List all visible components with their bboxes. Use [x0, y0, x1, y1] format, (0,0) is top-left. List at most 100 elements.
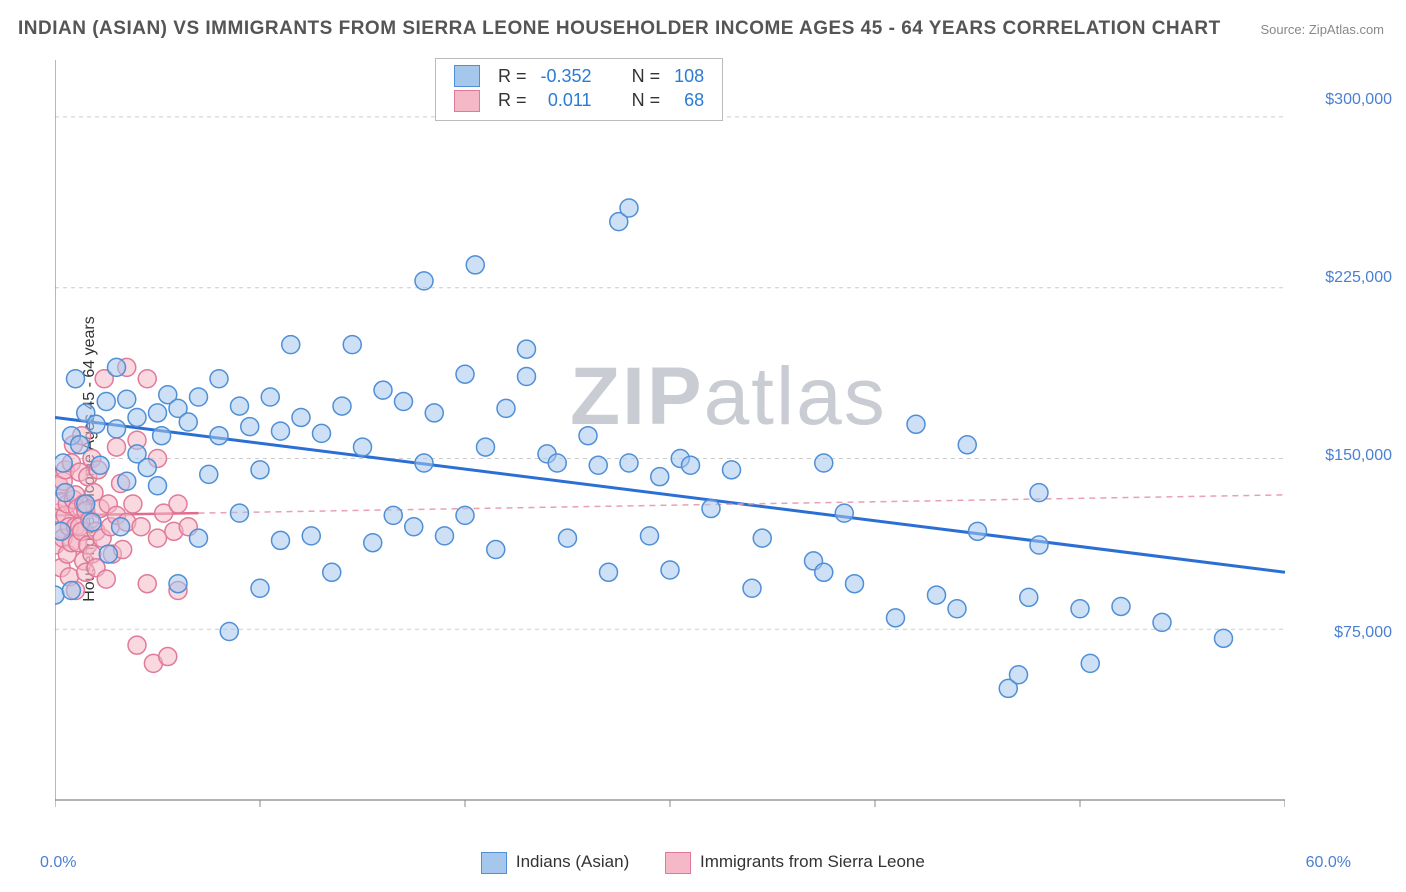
- data-point: [436, 527, 454, 545]
- data-point: [641, 527, 659, 545]
- legend-n-label: N =: [626, 89, 667, 111]
- data-point: [71, 436, 89, 454]
- data-point: [128, 636, 146, 654]
- legend-r-value: 0.011: [535, 89, 598, 111]
- data-point: [682, 456, 700, 474]
- data-point: [108, 358, 126, 376]
- data-point: [1215, 629, 1233, 647]
- legend-correlation-row: R =-0.352N =108: [448, 65, 710, 87]
- data-point: [559, 529, 577, 547]
- legend-swatch: [665, 852, 691, 874]
- data-point: [83, 513, 101, 531]
- data-point: [282, 336, 300, 354]
- legend-n-label: N =: [626, 65, 667, 87]
- legend-n-value: 68: [668, 89, 710, 111]
- data-point: [1020, 588, 1038, 606]
- legend-correlation-row: R =0.011 N =68: [448, 89, 710, 111]
- data-point: [958, 436, 976, 454]
- data-point: [815, 563, 833, 581]
- data-point: [261, 388, 279, 406]
- legend-r-label: R =: [492, 89, 533, 111]
- data-point: [425, 404, 443, 422]
- data-point: [1030, 536, 1048, 554]
- data-point: [948, 600, 966, 618]
- legend-swatch: [481, 852, 507, 874]
- legend-swatch: [454, 65, 480, 87]
- data-point: [302, 527, 320, 545]
- data-point: [169, 575, 187, 593]
- data-point: [62, 582, 80, 600]
- data-point: [149, 529, 167, 547]
- data-point: [91, 456, 109, 474]
- data-point: [333, 397, 351, 415]
- data-point: [518, 340, 536, 358]
- legend-r-value: -0.352: [535, 65, 598, 87]
- data-point: [323, 563, 341, 581]
- data-point: [384, 506, 402, 524]
- data-point: [600, 563, 618, 581]
- data-point: [138, 575, 156, 593]
- data-point: [887, 609, 905, 627]
- data-point: [415, 272, 433, 290]
- data-point: [220, 623, 238, 641]
- data-point: [210, 370, 228, 388]
- data-point: [702, 500, 720, 518]
- data-point: [124, 495, 142, 513]
- data-point: [149, 477, 167, 495]
- data-point: [313, 424, 331, 442]
- data-point: [251, 579, 269, 597]
- data-point: [55, 522, 70, 540]
- data-point: [231, 504, 249, 522]
- legend-series-label: Immigrants from Sierra Leone: [700, 852, 925, 871]
- data-point: [415, 454, 433, 472]
- data-point: [149, 404, 167, 422]
- data-point: [56, 484, 74, 502]
- data-point: [97, 570, 115, 588]
- chart-title: INDIAN (ASIAN) VS IMMIGRANTS FROM SIERRA…: [18, 18, 1221, 40]
- data-point: [200, 465, 218, 483]
- legend-swatch: [454, 90, 480, 112]
- trend-line: [55, 417, 1285, 572]
- x-tick-0: 0.0%: [40, 854, 76, 872]
- data-point: [1071, 600, 1089, 618]
- data-point: [292, 408, 310, 426]
- data-point: [169, 495, 187, 513]
- data-point: [343, 336, 361, 354]
- y-tick-300000: $300,000: [1325, 91, 1392, 109]
- data-point: [159, 648, 177, 666]
- data-point: [815, 454, 833, 472]
- legend-series: Indians (Asian) Immigrants from Sierra L…: [0, 852, 1406, 874]
- data-point: [477, 438, 495, 456]
- data-point: [456, 365, 474, 383]
- data-point: [497, 399, 515, 417]
- data-point: [743, 579, 761, 597]
- data-point: [1010, 666, 1028, 684]
- data-point: [589, 456, 607, 474]
- data-point: [1081, 654, 1099, 672]
- data-point: [395, 393, 413, 411]
- data-point: [405, 518, 423, 536]
- legend-correlation: R =-0.352N =108R =0.011N =68: [435, 58, 723, 121]
- data-point: [251, 461, 269, 479]
- data-point: [77, 495, 95, 513]
- data-point: [190, 388, 208, 406]
- data-point: [1030, 484, 1048, 502]
- data-point: [241, 418, 259, 436]
- data-point: [138, 370, 156, 388]
- data-point: [55, 454, 72, 472]
- source-label: Source: ZipAtlas.com: [1260, 22, 1384, 37]
- legend-series-item: Indians (Asian): [481, 852, 629, 871]
- data-point: [487, 541, 505, 559]
- data-point: [354, 438, 372, 456]
- data-point: [651, 468, 669, 486]
- data-point: [67, 370, 85, 388]
- data-point: [518, 367, 536, 385]
- data-point: [108, 438, 126, 456]
- data-point: [108, 420, 126, 438]
- data-point: [128, 408, 146, 426]
- data-point: [1153, 613, 1171, 631]
- data-point: [99, 545, 117, 563]
- legend-series-label: Indians (Asian): [516, 852, 629, 871]
- data-point: [97, 393, 115, 411]
- data-point: [179, 413, 197, 431]
